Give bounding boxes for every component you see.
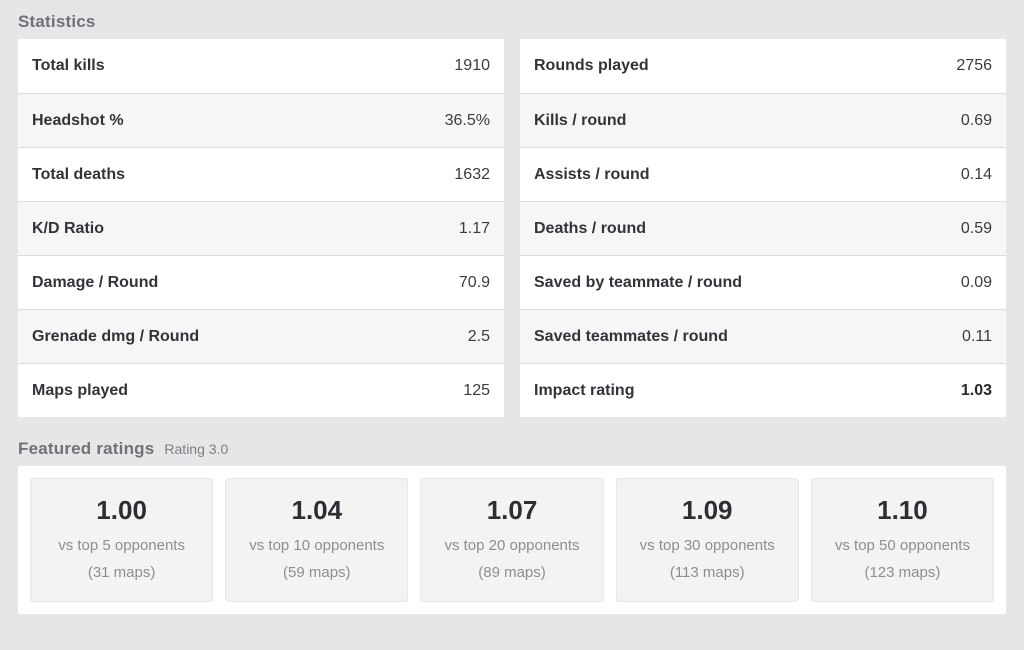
rating-scope-label: vs top 10 opponents [249,537,385,555]
stat-label: Saved teammates / round [534,327,728,345]
rating-maps-count: (123 maps) [864,563,941,581]
stat-label: Maps played [32,381,129,399]
statistics-section-header: Statistics [18,12,1006,32]
rating-card: 1.09 vs top 30 opponents (113 maps) [615,478,799,602]
stat-value: 1910 [454,57,490,74]
stats-row: Deaths / round 0.59 [520,201,1006,255]
rating-maps-count: (89 maps) [478,563,546,581]
rating-scope-label: vs top 5 opponents [58,537,185,555]
stat-value: 2756 [956,57,992,74]
stat-label: K/D Ratio [32,219,104,237]
stat-value: 1.03 [960,381,992,399]
stat-value: 0.14 [960,165,992,183]
rating-card: 1.00 vs top 5 opponents (31 maps) [30,478,214,602]
rating-maps-count: (113 maps) [669,563,745,581]
stats-row: Kills / round 0.69 [520,93,1006,147]
stats-row: Grenade dmg / Round 2.5 [18,309,504,363]
featured-ratings-header: Featured ratings Rating 3.0 [18,439,1006,459]
stat-value: 0.59 [960,219,992,237]
stat-label: Assists / round [534,165,650,183]
statistics-tables: Total kills 1910 Headshot % 36.5% Total … [18,39,1006,417]
rating-value: 1.07 [486,495,538,525]
rating-version-label: Rating 3.0 [164,441,229,457]
stat-value: 2.5 [467,327,490,345]
stats-row: Rounds played 2756 [520,39,1006,93]
stats-row: Assists / round 0.14 [520,147,1006,201]
rating-maps-count: (59 maps) [283,563,351,581]
stats-row: Saved teammates / round 0.11 [520,309,1006,363]
stat-value: 125 [463,381,490,399]
stats-table-left: Total kills 1910 Headshot % 36.5% Total … [18,39,504,417]
stats-row: K/D Ratio 1.17 [18,201,504,255]
rating-scope-label: vs top 30 opponents [639,537,775,555]
stats-row: Headshot % 36.5% [18,93,504,147]
rating-value: 1.04 [291,495,343,525]
stat-value: 0.09 [960,273,992,291]
rating-value: 1.00 [96,495,147,525]
featured-ratings-box: 1.00 vs top 5 opponents (31 maps) 1.04 v… [18,466,1006,614]
stat-value: 0.69 [960,111,992,129]
stats-row: Total deaths 1632 [18,147,504,201]
stat-value: 70.9 [458,273,490,291]
stat-label: Kills / round [534,111,627,129]
stat-label: Total deaths [32,165,126,183]
stat-value: 36.5% [444,111,490,129]
stat-value: 1.17 [458,219,490,237]
stats-row: Saved by teammate / round 0.09 [520,255,1006,309]
stat-label: Damage / Round [32,273,159,291]
stats-row: Impact rating 1.03 [520,363,1006,417]
rating-card: 1.07 vs top 20 opponents (89 maps) [420,478,604,602]
rating-value: 1.10 [877,495,928,525]
statistics-title: Statistics [18,12,96,31]
rating-card: 1.04 vs top 10 opponents (59 maps) [225,478,409,602]
rating-scope-label: vs top 50 opponents [834,537,970,555]
stats-row: Damage / Round 70.9 [18,255,504,309]
stats-table-right: Rounds played 2756 Kills / round 0.69 As… [520,39,1006,417]
stat-label: Grenade dmg / Round [32,327,200,345]
stat-label: Impact rating [534,381,635,399]
stats-row: Maps played 125 [18,363,504,417]
featured-ratings-section: Featured ratings Rating 3.0 1.00 vs top … [18,439,1006,614]
rating-scope-label: vs top 20 opponents [444,537,580,555]
stat-value: 0.11 [962,327,992,345]
rating-card: 1.10 vs top 50 opponents (123 maps) [810,478,995,602]
stat-label: Rounds played [534,57,649,74]
featured-ratings-title: Featured ratings [18,439,155,458]
stat-value: 1632 [454,165,490,183]
stat-label: Deaths / round [534,219,647,237]
stat-label: Saved by teammate / round [534,273,743,291]
rating-value: 1.09 [681,495,733,525]
rating-maps-count: (31 maps) [87,563,156,581]
stats-row: Total kills 1910 [18,39,504,93]
stat-label: Headshot % [32,111,124,129]
stat-label: Total kills [32,57,105,74]
